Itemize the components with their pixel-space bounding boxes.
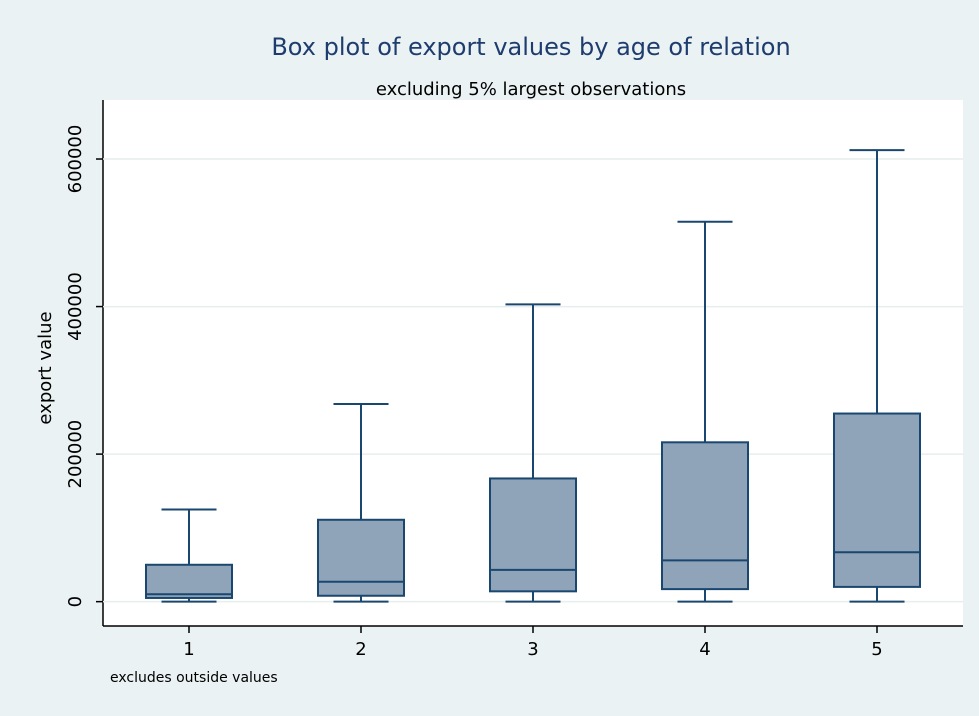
y-tick-label: 400000 [65, 272, 86, 341]
y-axis-label: export value [35, 311, 56, 424]
chart-subtitle: excluding 5% largest observations [376, 79, 686, 100]
note: excludes outside values [110, 670, 278, 686]
box [489, 477, 577, 593]
x-tick-label: 1 [183, 639, 194, 660]
x-tick-label: 4 [699, 639, 710, 660]
chart-title: Box plot of export values by age of rela… [271, 33, 790, 61]
y-tick-label: 200000 [65, 420, 86, 489]
x-tick-label: 2 [355, 639, 366, 660]
box [833, 412, 921, 588]
x-tick-label: 5 [871, 639, 882, 660]
box [145, 563, 233, 599]
box [317, 518, 405, 597]
y-tick-label: 600000 [65, 125, 86, 194]
y-tick-label: 0 [65, 596, 86, 607]
x-tick-label: 3 [527, 639, 538, 660]
box [661, 441, 749, 591]
